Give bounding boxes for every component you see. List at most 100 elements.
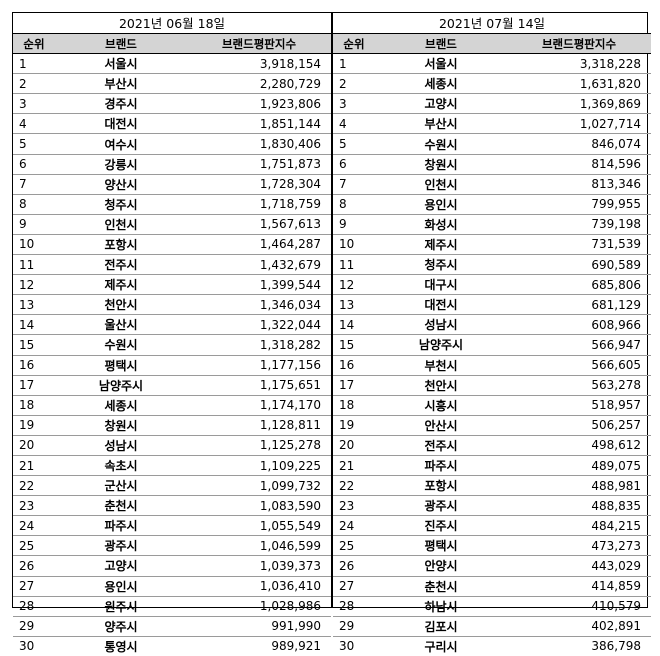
rank-cell: 9 — [13, 214, 55, 235]
table-row: 23 춘천시 1,083,590 — [13, 495, 331, 517]
brand-cell: 포항시 — [375, 475, 507, 497]
index-cell: 410,579 — [507, 596, 651, 617]
table-row: 19 안산시 506,257 — [333, 415, 651, 436]
index-cell: 1,036,410 — [187, 576, 331, 597]
brand-cell: 김포시 — [375, 616, 507, 637]
brand-cell: 부산시 — [55, 73, 187, 95]
index-cell: 1,631,820 — [507, 73, 651, 95]
rank-cell: 4 — [333, 113, 375, 135]
index-cell: 814,596 — [507, 154, 651, 175]
rank-cell: 13 — [13, 294, 55, 316]
index-cell: 1,567,613 — [187, 214, 331, 235]
table-row: 9 인천시 1,567,613 — [13, 214, 331, 235]
table-row: 5 수원시 846,074 — [333, 133, 651, 155]
brand-cell: 서울시 — [375, 53, 507, 75]
brand-cell: 대구시 — [375, 274, 507, 296]
brand-cell: 속초시 — [55, 455, 187, 477]
rank-cell: 14 — [333, 314, 375, 336]
index-cell: 1,083,590 — [187, 495, 331, 517]
index-cell: 3,918,154 — [187, 53, 331, 75]
rank-cell: 5 — [333, 133, 375, 155]
index-cell: 1,109,225 — [187, 455, 331, 477]
brand-cell: 진주시 — [375, 515, 507, 537]
rank-cell: 14 — [13, 314, 55, 336]
table-row: 11 청주시 690,589 — [333, 254, 651, 276]
table-row: 20 전주시 498,612 — [333, 435, 651, 456]
rank-cell: 3 — [13, 93, 55, 115]
brand-cell: 여수시 — [55, 133, 187, 155]
rank-cell: 8 — [333, 194, 375, 215]
index-cell: 989,921 — [271, 639, 321, 654]
index-cell: 846,074 — [507, 133, 651, 155]
table-row: 26 고양시 1,039,373 — [13, 555, 331, 577]
index-cell: 3,318,228 — [507, 53, 651, 75]
brand-header: 브랜드 — [55, 34, 187, 55]
rank-cell: 17 — [333, 375, 375, 396]
table-row: 24 파주시 1,055,549 — [13, 515, 331, 537]
rank-cell: 13 — [333, 294, 375, 316]
brand-cell: 고양시 — [375, 93, 507, 115]
table-row: 5 여수시 1,830,406 — [13, 133, 331, 155]
rank-cell: 4 — [13, 113, 55, 135]
rank-cell: 10 — [13, 234, 55, 256]
rank-cell: 21 — [333, 455, 375, 477]
index-cell: 484,215 — [507, 515, 651, 537]
table-row: 9 화성시 739,198 — [333, 214, 651, 235]
table-row: 30 구리시 386,798 — [333, 636, 651, 656]
index-cell: 1,055,549 — [187, 515, 331, 537]
brand-cell: 성남시 — [375, 314, 507, 336]
rank-cell: 1 — [333, 53, 375, 75]
brand-cell: 인천시 — [55, 214, 187, 235]
brand-cell: 창원시 — [55, 415, 187, 436]
index-cell: 813,346 — [507, 174, 651, 195]
brand-cell: 고양시 — [55, 555, 187, 577]
index-cell: 1,464,287 — [187, 234, 331, 256]
index-cell: 1,432,679 — [187, 254, 331, 276]
table-row: 6 창원시 814,596 — [333, 154, 651, 175]
rank-cell: 27 — [333, 576, 375, 597]
table-row: 25 평택시 473,273 — [333, 535, 651, 557]
index-cell: 2,280,729 — [187, 73, 331, 95]
rank-cell: 23 — [333, 495, 375, 517]
brand-cell: 구리시 — [424, 639, 458, 654]
brand-cell: 용인시 — [375, 194, 507, 215]
table-row: 24 진주시 484,215 — [333, 515, 651, 537]
table-row: 6 강릉시 1,751,873 — [13, 154, 331, 175]
table-row: 14 울산시 1,322,044 — [13, 314, 331, 336]
brand-cell: 수원시 — [55, 334, 187, 356]
index-cell: 1,177,156 — [187, 355, 331, 376]
index-cell: 443,029 — [507, 555, 651, 577]
ranking-comparison-table: 2021년 06월 18일 순위 브랜드 브랜드평판지수 1 서울시 3,918,1… — [12, 12, 651, 654]
brand-cell: 청주시 — [375, 254, 507, 276]
table-row: 10 제주시 731,539 — [333, 234, 651, 256]
right-column-headers: 순위 브랜드 브랜드평판지수 — [333, 34, 651, 55]
index-cell: 681,129 — [507, 294, 651, 316]
index-cell: 1,751,873 — [187, 154, 331, 175]
table-row: 29 양주시 991,990 — [13, 616, 331, 637]
table-row: 17 천안시 563,278 — [333, 375, 651, 396]
rank-cell: 22 — [333, 475, 375, 497]
rank-cell: 24 — [13, 515, 55, 537]
rank-cell: 24 — [333, 515, 375, 537]
right-ranking-table: 순위 브랜드 브랜드평판지수 1 서울시 3,318,228 2 세종시 1,631,82… — [333, 34, 651, 656]
right-date-header: 2021년 07월 14일 — [333, 13, 651, 34]
table-row: 16 부천시 566,605 — [333, 355, 651, 376]
table-row: 19 창원시 1,128,811 — [13, 415, 331, 436]
index-cell: 489,075 — [507, 455, 651, 477]
rank-cell: 19 — [13, 415, 55, 436]
left-ranking-block: 2021년 06월 18일 순위 브랜드 브랜드평판지수 1 서울시 3,918,1… — [13, 13, 331, 654]
rank-cell: 11 — [13, 254, 55, 276]
table-row: 15 남양주시 566,947 — [333, 334, 651, 356]
brand-cell: 경주시 — [55, 93, 187, 115]
brand-cell: 춘천시 — [55, 495, 187, 517]
index-cell: 1,728,304 — [187, 174, 331, 195]
index-cell: 402,891 — [507, 616, 651, 637]
index-cell: 566,947 — [507, 334, 651, 356]
index-cell: 1,028,986 — [187, 596, 331, 617]
table-row: 15 수원시 1,318,282 — [13, 334, 331, 356]
table-row: 3 경주시 1,923,806 — [13, 93, 331, 115]
table-row: 13 천안시 1,346,034 — [13, 294, 331, 316]
brand-cell: 대전시 — [375, 294, 507, 316]
table-row: 21 속초시 1,109,225 — [13, 455, 331, 477]
rank-header: 순위 — [13, 34, 55, 55]
